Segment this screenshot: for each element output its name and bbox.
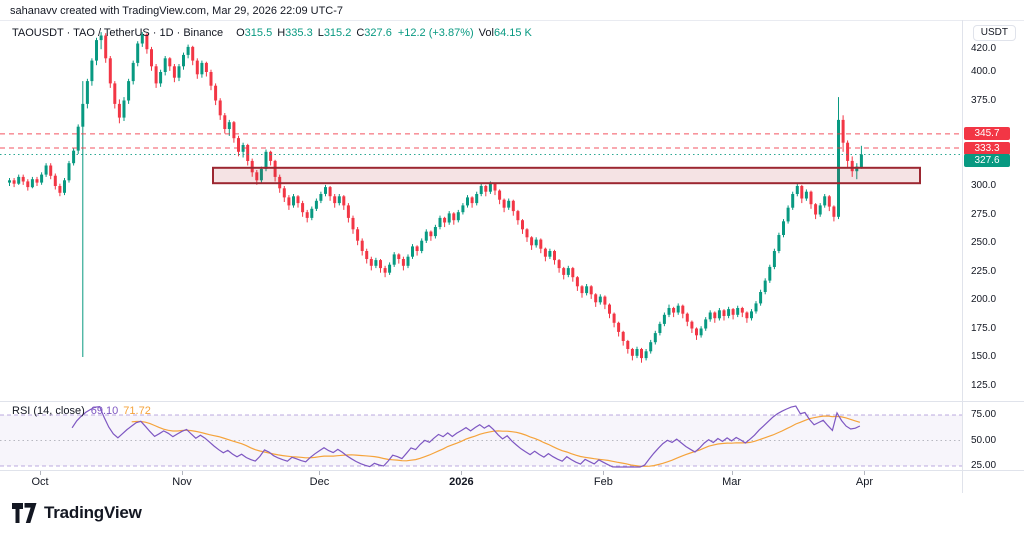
rsi-tick-label: 25.00: [971, 460, 997, 471]
price-tick-label: 175.0: [971, 322, 997, 334]
time-axis-label: Feb: [593, 476, 613, 488]
time-tick: [864, 471, 866, 475]
rsi-ma-line[interactable]: [131, 415, 861, 467]
rsi-line[interactable]: [71, 405, 861, 468]
close-label: C: [356, 27, 365, 39]
chart-top-border: [0, 20, 1024, 21]
high-label: H: [277, 27, 286, 39]
rsi-value: 69.10: [90, 405, 119, 417]
tradingview-logo[interactable]: TradingView: [12, 503, 142, 523]
volume-label: Vol: [478, 27, 494, 39]
high-value: 335.3: [285, 27, 313, 39]
currency-label[interactable]: USDT: [972, 25, 1016, 41]
time-axis-label: Oct: [31, 476, 49, 488]
price-tick-label: 225.0: [971, 265, 997, 277]
time-axis-separator: [0, 470, 1024, 471]
time-tick: [182, 471, 184, 475]
time-tick: [603, 471, 605, 475]
open-value: 315.5: [244, 27, 273, 39]
time-axis-label: Apr: [855, 476, 874, 488]
time-axis-label: 2026: [449, 476, 474, 488]
supply-zone-rectangle[interactable]: [212, 166, 921, 185]
price-tick-label: 375.0: [971, 94, 997, 106]
rsi-indicator-legend[interactable]: RSI (14, close) 69.10 71.72: [12, 405, 151, 417]
time-axis-label: Dec: [309, 476, 330, 488]
time-axis[interactable]: Oct Nov Dec 2026 Feb Mar Apr: [0, 471, 962, 493]
time-tick: [461, 471, 463, 475]
time-axis-label: Nov: [172, 476, 192, 488]
rsi-pane-canvas[interactable]: [0, 403, 962, 470]
symbol-legend: TAOUSDT · TAO / TetherUS · 1D · Binance O…: [12, 27, 532, 39]
time-tick: [319, 471, 321, 475]
pane-separator[interactable]: [0, 401, 1024, 402]
price-badge: 345.7: [964, 127, 1010, 141]
price-tick-label: 250.0: [971, 237, 997, 248]
price-tick-label: 400.0: [971, 66, 997, 77]
time-axis-label: Mar: [722, 476, 742, 488]
price-tick-label: 420.0: [971, 43, 997, 55]
volume-value: 64.15 K: [493, 27, 532, 39]
price-badge: 327.6: [964, 153, 1010, 167]
close-value: 327.6: [364, 27, 392, 39]
symbol-title[interactable]: TAOUSDT · TAO / TetherUS · 1D · Binance: [12, 27, 224, 39]
price-tick-label: 300.0: [971, 180, 997, 191]
rsi-ma-value: 71.72: [123, 405, 151, 417]
tradingview-logo-text: TradingView: [44, 503, 142, 522]
price-tick-label: 275.0: [971, 208, 997, 220]
change-value: +12.2 (+3.87%): [397, 27, 474, 39]
price-tick-label: 200.0: [971, 294, 997, 305]
open-label: O: [236, 27, 245, 39]
time-tick: [40, 471, 42, 475]
rsi-title: RSI (14, close): [12, 405, 85, 417]
price-scale[interactable]: USDT 420.0 400.0 375.0 300.0 275.0 250.0 225.0…: [963, 0, 1024, 493]
time-tick: [731, 471, 733, 475]
price-tick-label: 150.0: [971, 351, 997, 362]
price-tick-label: 125.0: [971, 379, 997, 391]
price-badge: 333.3: [964, 141, 1010, 155]
low-value: 315.2: [323, 27, 352, 39]
low-label: L: [317, 27, 324, 39]
rsi-tick-label: 75.00: [971, 409, 997, 420]
tradingview-logo-icon: [12, 503, 37, 523]
price-scale-separator: [962, 20, 963, 493]
price-pane-canvas[interactable]: [0, 20, 962, 401]
rsi-tick-label: 50.00: [971, 434, 997, 446]
attribution-text: sahanavv created with TradingView.com, M…: [10, 5, 344, 17]
